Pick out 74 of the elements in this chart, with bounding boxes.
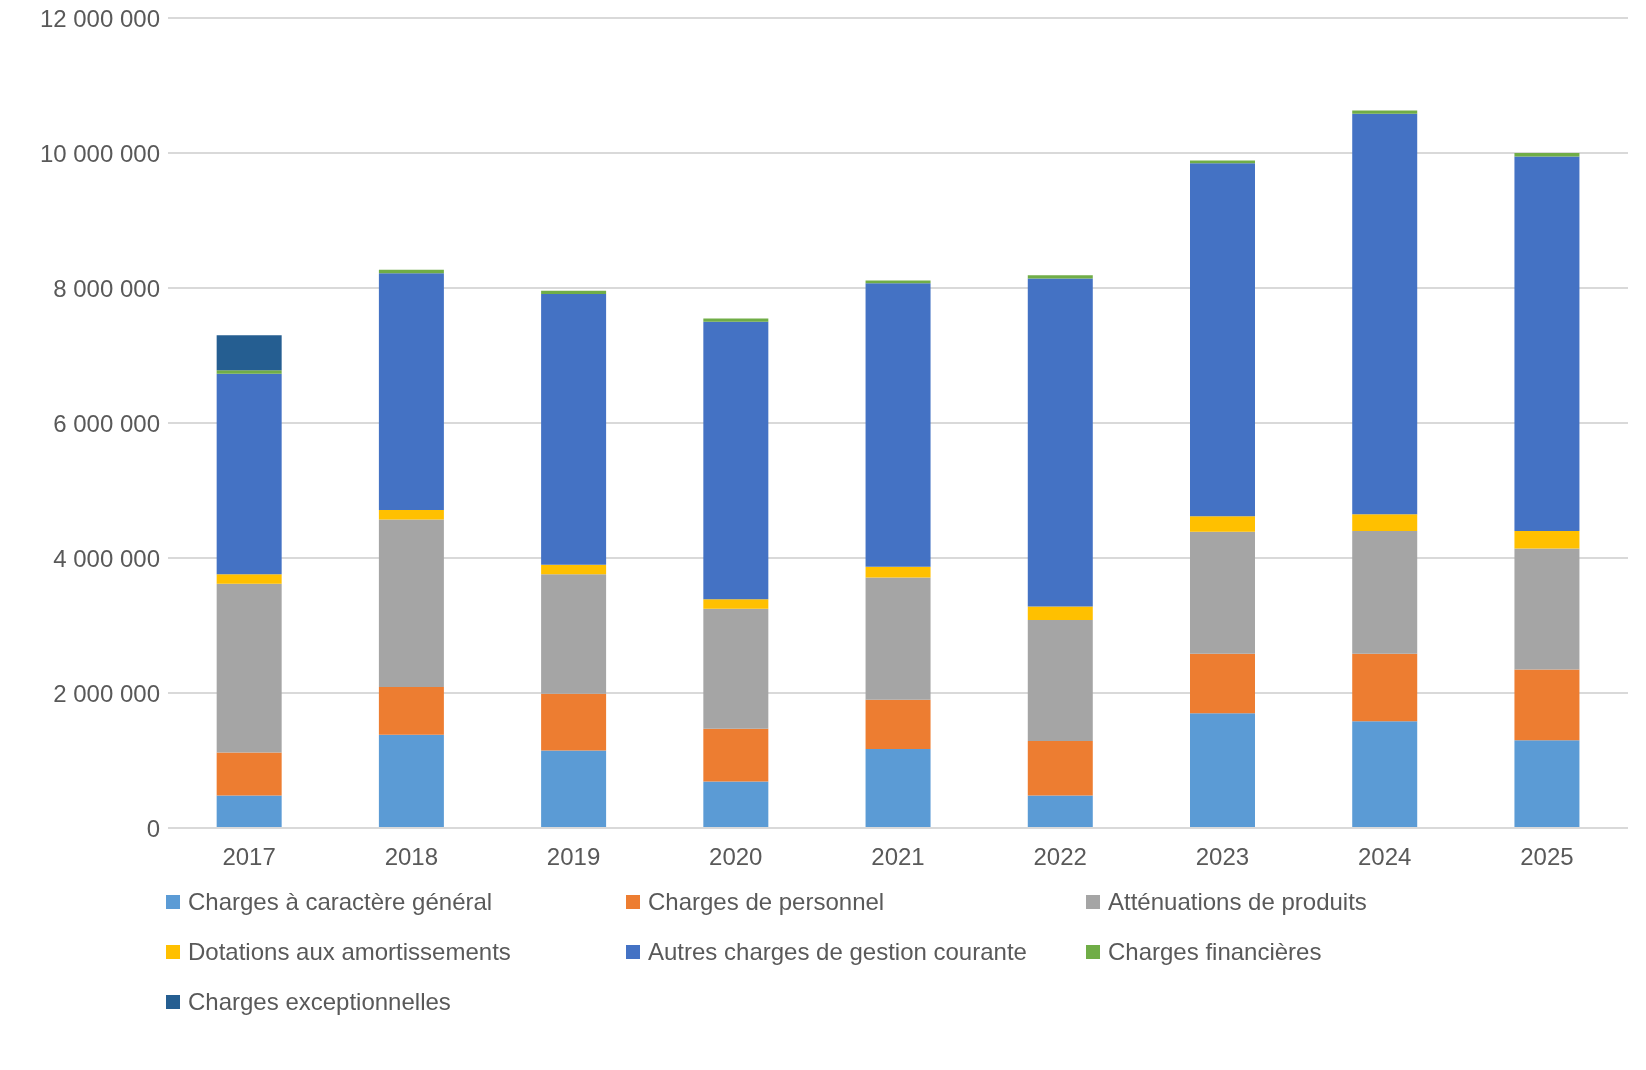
legend-label: Charges de personnel (648, 888, 885, 916)
bar (1190, 160, 1255, 164)
x-tick-label: 2021 (871, 843, 925, 871)
legend-label: Atténuations de produits (1108, 888, 1367, 916)
bar (1027, 278, 1093, 607)
legend-label: Charges exceptionnelles (188, 988, 451, 1016)
y-tick-label: 6 000 000 (53, 409, 160, 437)
bar (865, 577, 931, 700)
bar (378, 510, 444, 520)
x-tick-label: 2018 (384, 843, 439, 871)
bar (1514, 156, 1580, 531)
bar (216, 752, 282, 796)
x-tick-label: 2017 (222, 843, 276, 871)
legend-label: Autres charges de gestion courante (648, 938, 1027, 966)
bar (1190, 713, 1255, 828)
bar (216, 335, 282, 371)
y-tick-label: 4 000 000 (53, 544, 160, 572)
bar (541, 750, 607, 828)
bar (378, 686, 444, 735)
bar (541, 693, 607, 751)
bar (541, 294, 607, 565)
y-tick-label: 2 000 000 (53, 679, 160, 707)
bar (1514, 548, 1580, 670)
bar (703, 599, 769, 609)
bar (1027, 795, 1093, 828)
bar (1352, 113, 1418, 515)
bar (216, 373, 282, 575)
bar (703, 728, 769, 782)
bar (378, 273, 444, 511)
x-tick-label: 2020 (709, 843, 763, 871)
legend-label: Charges financières (1108, 938, 1322, 966)
bar (216, 795, 282, 828)
x-tick-label: 2025 (1520, 843, 1574, 871)
y-tick-label: 0 (146, 814, 160, 842)
bar (865, 283, 931, 567)
bar (1352, 653, 1418, 722)
legend-label: Dotations aux amortissements (188, 938, 511, 966)
bar (216, 583, 282, 753)
y-tick-label: 10 000 000 (39, 139, 160, 167)
bar (865, 749, 931, 828)
bar (1190, 516, 1255, 532)
bar (1514, 531, 1580, 549)
y-tick-label: 8 000 000 (53, 274, 160, 302)
bar (703, 608, 769, 729)
bar (1190, 531, 1255, 654)
bar (1027, 740, 1093, 796)
bar (865, 699, 931, 750)
legend-label: Charges à caractère général (188, 888, 493, 916)
bar (865, 566, 931, 578)
x-tick-label: 2024 (1357, 843, 1412, 871)
bar (703, 321, 769, 600)
bar (378, 734, 444, 828)
bar (216, 574, 282, 584)
bar (1352, 514, 1418, 531)
bar (1027, 606, 1093, 621)
x-tick-label: 2023 (1195, 843, 1250, 871)
x-tick-label: 2019 (546, 843, 601, 871)
bar (541, 574, 607, 694)
bar (1514, 740, 1580, 828)
bar (1027, 620, 1093, 741)
bar (1352, 110, 1418, 114)
bar (703, 318, 769, 322)
x-tick-label: 2022 (1033, 843, 1087, 871)
bar (1190, 653, 1255, 714)
bar (378, 519, 444, 687)
bar (1190, 163, 1255, 517)
bar (1027, 275, 1093, 279)
bar (703, 781, 769, 828)
bar (1352, 721, 1418, 828)
bar (1352, 531, 1418, 654)
bar (541, 564, 607, 575)
bar (216, 370, 282, 374)
y-tick-label: 12 000 000 (39, 4, 160, 32)
bar (1514, 669, 1580, 741)
